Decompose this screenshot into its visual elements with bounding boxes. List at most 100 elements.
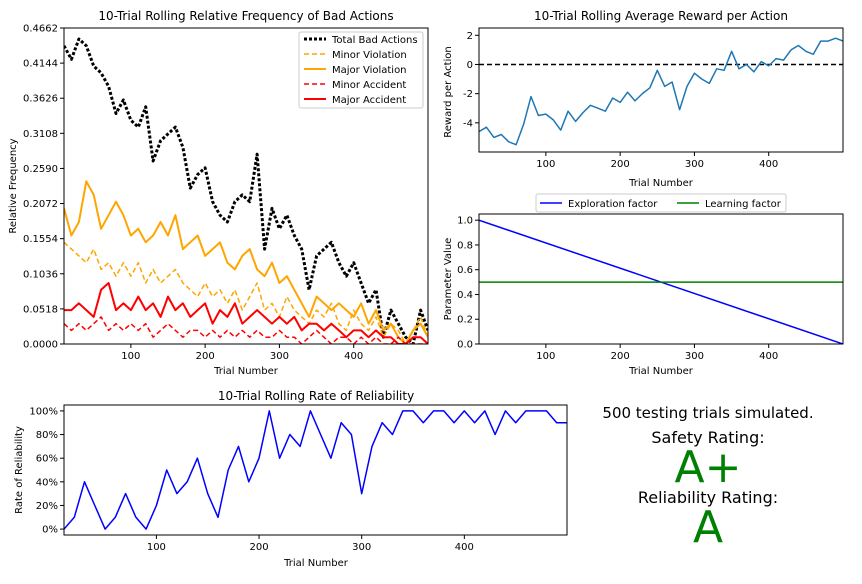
- series-line-reliability: [64, 410, 567, 530]
- x-tick-label: 300: [685, 159, 704, 170]
- y-tick-label: 0.1036: [23, 269, 58, 280]
- y-tick-label: 0.0: [457, 340, 473, 351]
- y-tick-label: 0.4662: [23, 24, 58, 35]
- legend-item: Learning factor: [677, 199, 782, 210]
- x-tick-label: 300: [352, 542, 371, 553]
- y-tick-label: 20%: [36, 501, 58, 512]
- legend-item: Minor Violation: [304, 50, 407, 61]
- y-tick-label: -2: [463, 89, 473, 100]
- bad-actions-panel: 10-Trial Rolling Relative Frequency of B…: [8, 9, 429, 377]
- y-axis-label: Parameter Value: [443, 238, 454, 321]
- y-tick-label: 0: [467, 60, 473, 71]
- y-tick-label: 0.0000: [23, 340, 58, 351]
- legend-box: [298, 31, 424, 109]
- legend-label: Minor Accident: [332, 80, 406, 91]
- x-tick-label: 200: [196, 351, 215, 362]
- y-tick-label: 0.0518: [23, 304, 58, 315]
- reliability-rating-label: Reliability Rating:: [637, 488, 779, 507]
- trials-summary-text: 500 testing trials simulated.: [602, 404, 814, 422]
- legend-item: Total Bad Actions: [304, 35, 418, 46]
- y-axis-label: Reward per Action: [443, 46, 454, 138]
- safety-rating-label: Safety Rating:: [651, 428, 765, 447]
- y-tick-label: 2: [467, 31, 473, 42]
- reliability-rating-grade: A: [692, 502, 724, 553]
- x-tick-label: 400: [759, 351, 778, 362]
- axis-ticks: 100 200 300 400 0.0000 0.0518 0.1036 0.1554 0.20…: [23, 24, 363, 363]
- series-line-reward: [479, 37, 843, 146]
- x-axis-label: Trial Number: [213, 366, 279, 377]
- y-tick-label: 0.4: [457, 290, 473, 301]
- x-tick-label: 100: [121, 351, 140, 362]
- y-tick-label: 80%: [36, 430, 58, 441]
- legend-label: Major Accident: [332, 95, 406, 106]
- legend: Exploration factor Learning factor: [535, 193, 787, 213]
- y-axis-label: Relative Frequency: [8, 138, 19, 233]
- legend-label: Total Bad Actions: [331, 35, 418, 46]
- plot-area: [64, 37, 428, 344]
- series-line-minor-violation: [64, 241, 428, 344]
- x-tick-label: 400: [344, 351, 363, 362]
- y-tick-label: 0.2: [457, 315, 473, 326]
- y-tick-label: 0.1554: [23, 234, 58, 245]
- legend-label: Exploration factor: [568, 199, 658, 210]
- x-tick-label: 300: [685, 351, 704, 362]
- series-line-total-bad-actions: [64, 37, 428, 344]
- legend-label: Minor Violation: [332, 50, 407, 61]
- x-tick-label: 400: [759, 159, 778, 170]
- plot-area: [479, 37, 843, 146]
- legend-label: Major Violation: [332, 65, 407, 76]
- axes-frame: [478, 27, 844, 153]
- y-tick-label: 40%: [36, 477, 58, 488]
- parameters-panel: 100 200 300 400 0.0 0.2 0.4 0.6 0.8 1.0 Trial Num…: [443, 193, 844, 377]
- y-tick-label: -4: [463, 118, 473, 129]
- y-tick-label: 1.0: [457, 216, 473, 227]
- axes-frame: [63, 404, 568, 536]
- series-line-major-violation: [64, 180, 428, 344]
- chart-title: 10-Trial Rolling Average Reward per Acti…: [534, 9, 788, 23]
- legend-item: Exploration factor: [540, 199, 658, 210]
- series-line-minor-accident: [64, 316, 428, 344]
- axis-ticks: 100 200 300 400 -4 -2 0 2: [463, 31, 778, 170]
- x-axis-label: Trial Number: [628, 366, 694, 377]
- x-tick-label: 400: [455, 542, 474, 553]
- reward-panel: 10-Trial Rolling Average Reward per Acti…: [443, 9, 844, 189]
- safety-rating-grade: A+: [674, 442, 742, 493]
- plot-area: [479, 219, 843, 344]
- axes-frame: [63, 27, 429, 345]
- legend-item: Major Accident: [304, 95, 406, 106]
- legend: Total Bad Actions Minor Violation Major …: [298, 31, 424, 109]
- x-tick-label: 100: [536, 159, 555, 170]
- y-tick-label: 0.2072: [23, 199, 58, 210]
- x-tick-label: 100: [147, 542, 166, 553]
- y-tick-label: 0.3108: [23, 129, 58, 140]
- y-tick-label: 0.2590: [23, 164, 58, 175]
- x-axis-label: Trial Number: [283, 558, 349, 569]
- x-axis-label: Trial Number: [628, 178, 694, 189]
- legend-label: Learning factor: [705, 199, 782, 210]
- y-tick-label: 0.3626: [23, 94, 58, 105]
- legend-item: Major Violation: [304, 65, 407, 76]
- y-tick-label: 0%: [42, 525, 58, 536]
- y-tick-label: 0.6: [457, 265, 473, 276]
- x-tick-label: 200: [611, 351, 630, 362]
- chart-title: 10-Trial Rolling Rate of Reliability: [218, 389, 414, 403]
- axis-ticks: 100 200 300 400 0% 20% 40% 60% 80% 100%: [29, 406, 473, 553]
- y-tick-label: 60%: [36, 454, 58, 465]
- y-tick-label: 0.8: [457, 240, 473, 251]
- plot-area: [64, 410, 567, 530]
- ratings-summary: 500 testing trials simulated. Safety Rat…: [588, 398, 828, 553]
- x-tick-label: 200: [611, 159, 630, 170]
- y-tick-label: 0.4144: [23, 59, 58, 70]
- x-tick-label: 200: [249, 542, 268, 553]
- reliability-panel: 10-Trial Rolling Rate of Reliability 100…: [14, 389, 568, 569]
- x-tick-label: 100: [536, 351, 555, 362]
- y-axis-label: Rate of Reliability: [14, 426, 25, 514]
- x-tick-label: 300: [270, 351, 289, 362]
- chart-title: 10-Trial Rolling Relative Frequency of B…: [98, 9, 393, 23]
- axes-frame: [478, 213, 844, 345]
- axis-ticks: 100 200 300 400 0.0 0.2 0.4 0.6 0.8 1.0: [457, 216, 778, 362]
- legend-item: Minor Accident: [304, 80, 406, 91]
- y-tick-label: 100%: [29, 406, 58, 417]
- series-line-major-accident: [64, 282, 428, 344]
